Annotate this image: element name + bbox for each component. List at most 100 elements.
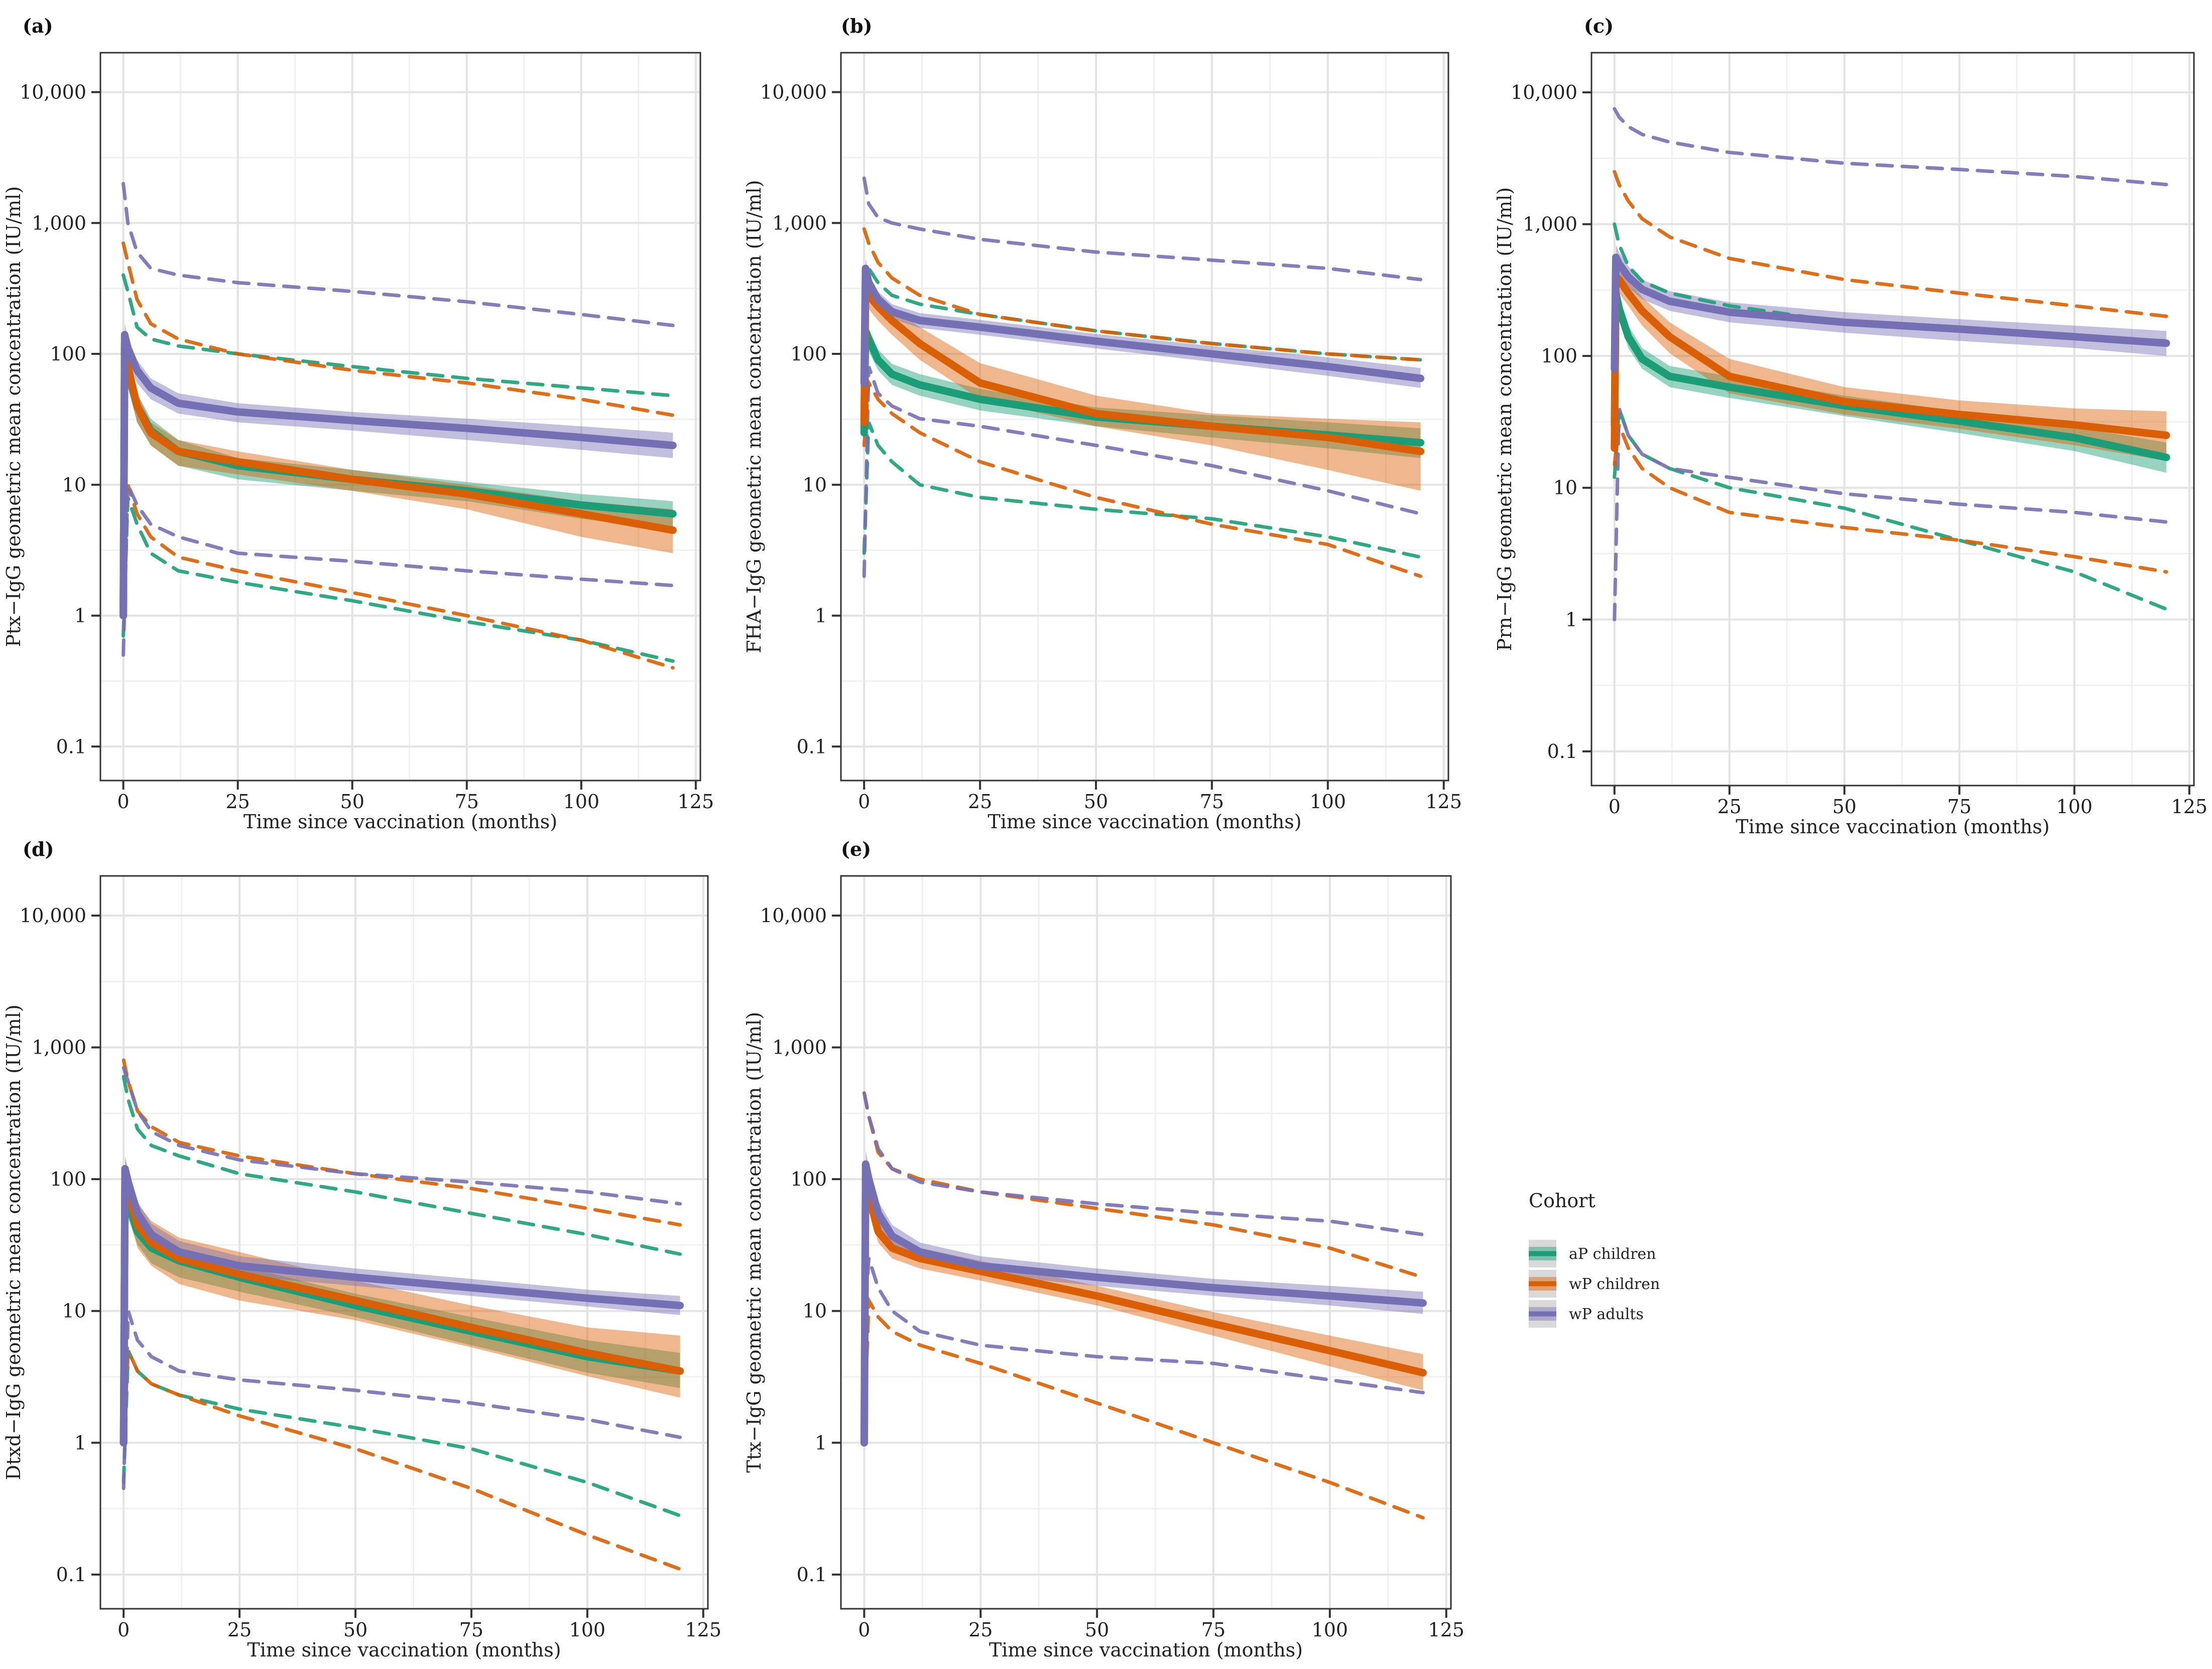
legend-entry-wp-adults: wP adults <box>1529 1300 1644 1328</box>
x-tick-label: 25 <box>968 1619 993 1641</box>
y-tick-label: 100 <box>50 343 86 365</box>
y-tick-label: 10 <box>62 1300 86 1322</box>
panel-b: 0.1 1 10 100 1,000 10,000 0 25 50 75 100 125 Time si… <box>743 15 1462 833</box>
lower-interval-line-wp-children <box>121 1350 682 1571</box>
x-tick-label: 100 <box>1310 791 1346 813</box>
panel-border <box>840 52 1449 782</box>
upper-interval-line-ap-children <box>121 1075 682 1256</box>
x-axis-title: Time since vaccination (months) <box>247 1639 561 1661</box>
y-axis-title: FHA−IgG geometric mean concentration (IU… <box>743 180 765 654</box>
ci-ribbon-wp-adults <box>1616 244 2166 356</box>
ci-ribbon-ap-children <box>1616 281 2166 473</box>
x-tick-label: 75 <box>1200 791 1224 813</box>
x-tick-label: 75 <box>459 1619 483 1641</box>
panel-label: (d) <box>23 838 54 860</box>
mean-line-wp-adults <box>1611 253 2170 373</box>
legend-label: aP children <box>1569 1245 1656 1263</box>
y-tick-label: 10,000 <box>20 905 86 927</box>
ci-ribbon-wp-children <box>1616 262 2166 461</box>
panel-d: 0.1 1 10 100 1,000 10,000 0 25 50 75 100 125 Time si… <box>3 838 721 1661</box>
y-axis-title: Ptx−IgG geometric mean concentration (IU… <box>3 186 25 647</box>
x-tick-label: 50 <box>1084 791 1108 813</box>
y-tick-label: 100 <box>50 1168 86 1190</box>
panel-border <box>99 52 701 782</box>
lower-interval-line-wp-adults <box>121 1310 682 1490</box>
y-axis-title: Prn−IgG geometric mean concentration (IU… <box>1494 187 1516 651</box>
y-tick-label: 10 <box>803 474 827 496</box>
lower-interval-line-ap-children <box>121 496 675 663</box>
panel-label: (c) <box>1584 15 1614 37</box>
mean-line-wp-adults <box>860 265 1425 387</box>
y-tick-label: 1,000 <box>772 1037 827 1059</box>
upper-interval-line-wp-adults <box>121 1066 682 1206</box>
upper-interval-line-wp-adults <box>121 182 675 327</box>
plot-background <box>841 876 1451 1609</box>
y-tick-label: 1 <box>74 605 86 627</box>
ci-ribbon-wp-adults <box>125 323 673 458</box>
lower-interval-line-wp-adults <box>862 1258 1425 1394</box>
lower-interval-line-wp-adults <box>862 366 1423 578</box>
legend-title: Cohort <box>1529 1190 1595 1212</box>
plot-area <box>1611 107 2170 621</box>
x-tick-label: 0 <box>117 1619 130 1641</box>
upper-interval-line-ap-children <box>1613 222 2168 343</box>
upper-interval-line-wp-children <box>862 227 1423 362</box>
x-tick-label: 25 <box>1717 796 1742 818</box>
y-tick-label: 1,000 <box>772 212 827 234</box>
lower-interval-line-wp-children <box>1613 424 2168 574</box>
y-tick-label: 100 <box>1541 345 1577 367</box>
y-tick-label: 10,000 <box>20 81 86 103</box>
x-tick-label: 50 <box>340 791 364 813</box>
x-tick-label: 75 <box>1201 1619 1225 1641</box>
y-tick-label: 1,000 <box>32 212 86 234</box>
panel-label: (b) <box>841 15 873 37</box>
y-tick-label: 1,000 <box>1523 213 1577 235</box>
upper-interval-line-ap-children <box>121 273 675 398</box>
y-tick-label: 100 <box>790 343 827 365</box>
y-tick-label: 0.1 <box>797 1564 827 1586</box>
mean-line-wp-adults <box>119 1165 684 1447</box>
ci-ribbon-wp-children <box>866 1166 1423 1390</box>
x-tick-label: 100 <box>1312 1619 1348 1641</box>
x-tick-label: 125 <box>685 1619 721 1641</box>
upper-interval-line-wp-adults <box>862 1091 1425 1236</box>
x-tick-label: 125 <box>2171 796 2208 818</box>
x-tick-label: 125 <box>1428 1619 1464 1641</box>
ci-ribbon-wp-adults <box>125 1156 680 1315</box>
y-tick-label: 1 <box>815 605 827 627</box>
x-tick-label: 100 <box>569 1619 606 1641</box>
y-tick-label: 0.1 <box>797 735 827 757</box>
legend-label: wP adults <box>1569 1306 1644 1323</box>
panel-label: (a) <box>23 15 53 37</box>
y-tick-label: 10 <box>1553 477 1577 499</box>
mean-line-wp-adults <box>119 331 677 619</box>
ci-ribbon-wp-children <box>125 1160 680 1398</box>
upper-interval-line-wp-children <box>121 241 675 417</box>
x-axis-title: Time since vaccination (months) <box>1736 816 2049 838</box>
panel-border <box>840 875 1452 1610</box>
x-tick-label: 100 <box>2056 796 2093 818</box>
ci-ribbon-ap-children <box>866 320 1421 458</box>
mean-line-wp-adults <box>860 1160 1427 1447</box>
x-tick-label: 50 <box>1085 1619 1109 1641</box>
panel-c: 0.1 1 10 100 1,000 10,000 0 25 50 75 100 125 Time si… <box>1494 15 2207 838</box>
y-tick-label: 0.1 <box>1547 740 1577 762</box>
y-tick-label: 10,000 <box>1511 81 1577 103</box>
y-tick-label: 10,000 <box>760 81 827 103</box>
y-tick-label: 10,000 <box>760 905 827 927</box>
lower-interval-line-wp-adults <box>1613 408 2168 621</box>
upper-interval-line-wp-children <box>1613 170 2168 318</box>
x-tick-label: 75 <box>455 791 479 813</box>
legend-entries: aP children wP children wP adults <box>1529 1240 1660 1328</box>
lower-interval-line-ap-children <box>121 1350 682 1517</box>
y-tick-label: 0.1 <box>56 735 86 757</box>
y-tick-label: 10 <box>803 1300 827 1322</box>
panel-e: 0.1 1 10 100 1,000 10,000 0 25 50 75 100 125 Time si… <box>743 838 1464 1661</box>
y-axis-title: Dtxd−IgG geometric mean concentration (I… <box>3 1004 25 1480</box>
legend-entry-wp-children: wP children <box>1529 1270 1660 1298</box>
ci-ribbon-ap-children <box>125 1171 680 1388</box>
x-tick-label: 125 <box>678 791 714 813</box>
x-tick-label: 0 <box>858 791 870 813</box>
y-tick-label: 0.1 <box>56 1564 86 1586</box>
